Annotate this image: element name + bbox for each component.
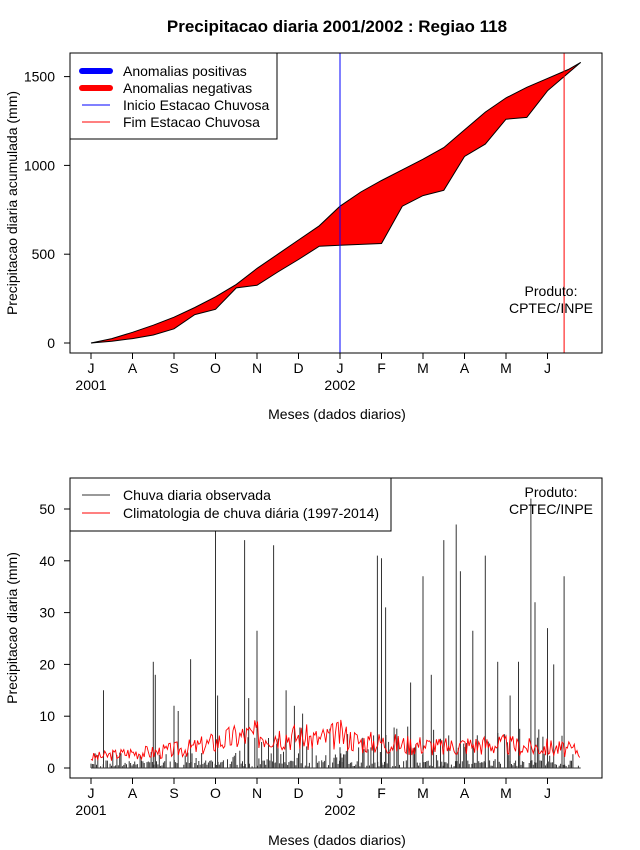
legend-box <box>69 477 392 532</box>
y-axis-label: Precipitacao diaria acumulada (mm) <box>4 91 20 315</box>
y-tick-label: 50 <box>39 501 55 517</box>
legend-label-end: Fim Estacao Chuvosa <box>123 114 260 130</box>
y-axis: 0 500 1000 1500 <box>24 69 70 351</box>
x-tick-label: M <box>417 785 429 801</box>
y-tick-label: 40 <box>39 553 55 569</box>
y-tick-label: 20 <box>39 656 55 672</box>
x-tick-label: O <box>210 360 221 376</box>
legend-swatches <box>82 494 110 514</box>
x-tick-label: M <box>500 785 512 801</box>
x-tick-label: D <box>293 360 303 376</box>
annotation-line-2: CPTEC/INPE <box>509 501 593 517</box>
x-tick-label: A <box>460 360 470 376</box>
y-tick-label: 30 <box>39 605 55 621</box>
x-tick-label: J <box>337 785 344 801</box>
legend-box <box>69 52 278 140</box>
x-tick-label: M <box>417 360 429 376</box>
y-axis: 0 10 20 30 40 50 <box>39 501 70 776</box>
legend: Anomalias positivas Anomalias negativas … <box>69 52 278 140</box>
annotation-line-1: Produto: <box>525 484 578 500</box>
season-markers <box>339 53 565 353</box>
x-axis-label: Meses (dados diarios) <box>268 406 406 422</box>
daily-rain-bars <box>90 498 581 769</box>
x-tick-label: A <box>460 785 470 801</box>
annotation-line-2: CPTEC/INPE <box>509 300 593 316</box>
negative-anomaly-polygon <box>91 62 581 344</box>
x-year-label: 2002 <box>324 377 355 393</box>
chart-title: Precipitacao diaria 2001/2002 : Regiao 1… <box>167 17 507 36</box>
x-year-label: 2001 <box>75 377 106 393</box>
x-tick-label: J <box>88 785 95 801</box>
legend-label-positive: Anomalias positivas <box>123 63 247 79</box>
y-axis-label: Precipitacao diaria (mm) <box>4 552 20 704</box>
legend-label-negative: Anomalias negativas <box>123 80 252 96</box>
plot-frame <box>69 52 603 354</box>
y-tick-label: 500 <box>32 246 56 262</box>
y-tick-label: 0 <box>47 335 55 351</box>
x-tick-label: F <box>377 785 386 801</box>
cumulative-chart: Precipitacao diaria 2001/2002 : Regiao 1… <box>4 17 603 422</box>
y-tick-label: 1500 <box>24 69 55 85</box>
x-tick-label: F <box>377 360 386 376</box>
y-tick-label: 0 <box>47 760 55 776</box>
anomaly-fill-area <box>91 62 581 344</box>
x-year-label: 2002 <box>324 802 355 818</box>
x-year-label: 2001 <box>75 802 106 818</box>
x-tick-label: J <box>544 785 551 801</box>
y-tick-label: 10 <box>39 708 55 724</box>
x-tick-label: J <box>88 360 95 376</box>
climatology-line <box>90 719 581 762</box>
x-tick-label: N <box>252 360 262 376</box>
x-tick-label: A <box>128 360 138 376</box>
legend-label-observed: Chuva diaria observada <box>123 487 271 503</box>
x-tick-label: S <box>169 360 178 376</box>
x-tick-label: O <box>210 785 221 801</box>
x-tick-label: A <box>128 785 138 801</box>
x-axis-label: Meses (dados diarios) <box>268 832 406 848</box>
x-tick-label: D <box>293 785 303 801</box>
x-tick-label: J <box>544 360 551 376</box>
y-tick-label: 1000 <box>24 157 55 173</box>
climatology-daily-line <box>90 719 581 762</box>
x-tick-label: N <box>252 785 262 801</box>
legend-label-start: Inicio Estacao Chuvosa <box>123 97 270 113</box>
x-tick-label: J <box>337 360 344 376</box>
legend-label-climatology: Climatologia de chuva diária (1997-2014) <box>123 505 379 521</box>
x-tick-label: M <box>500 360 512 376</box>
annotation-line-1: Produto: <box>525 283 578 299</box>
legend: Chuva diaria observada Climatologia de c… <box>69 477 392 532</box>
x-tick-label: S <box>169 785 178 801</box>
legend-swatches <box>79 68 113 123</box>
